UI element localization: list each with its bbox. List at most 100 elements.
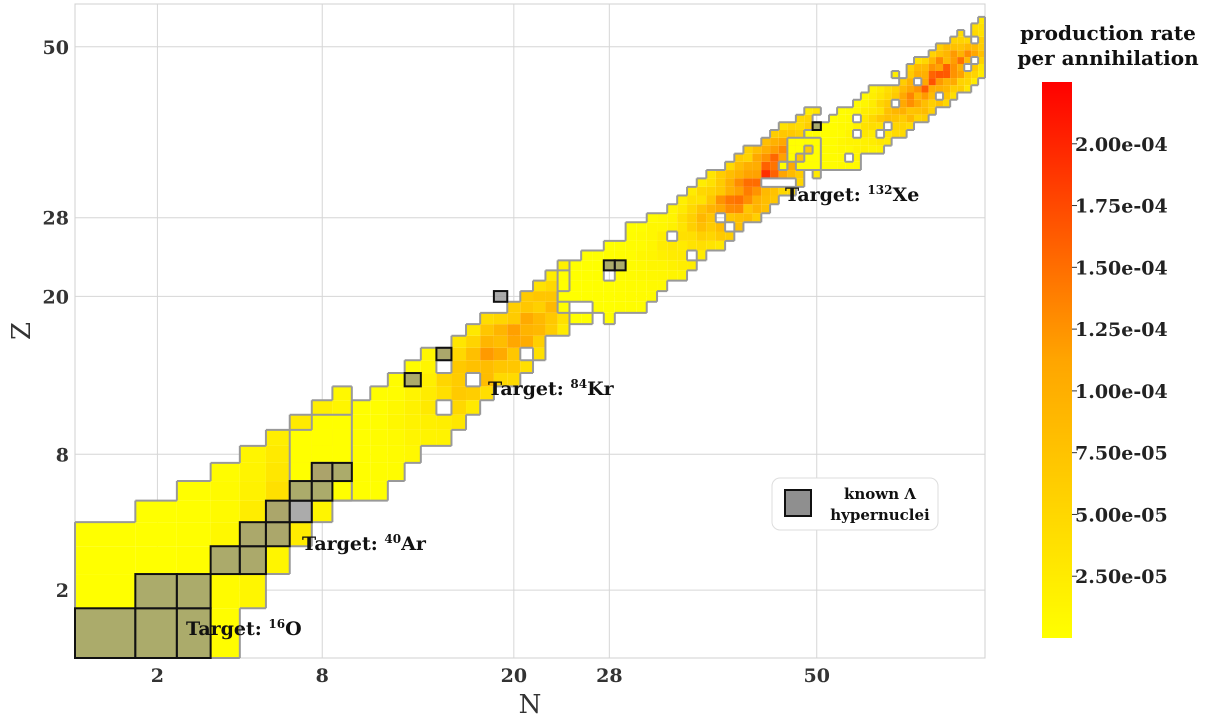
production-cell bbox=[860, 92, 869, 100]
production-cell bbox=[935, 57, 944, 64]
production-cell bbox=[845, 122, 854, 130]
production-cell bbox=[75, 546, 136, 575]
production-cell bbox=[853, 145, 861, 154]
production-cell bbox=[436, 386, 452, 401]
production-cell bbox=[404, 360, 421, 374]
production-cell bbox=[884, 137, 892, 146]
production-cell bbox=[943, 43, 951, 51]
production-cell bbox=[725, 231, 735, 241]
production-cell bbox=[752, 213, 762, 223]
production-cell bbox=[420, 347, 437, 361]
production-cell bbox=[210, 481, 240, 501]
production-cell bbox=[603, 312, 615, 325]
colorbar-tick-label: 1.00e-04 bbox=[1075, 381, 1168, 403]
hypernucleus-cell bbox=[175, 607, 212, 660]
production-cell bbox=[935, 43, 944, 51]
production-cell bbox=[928, 50, 936, 58]
region-outline bbox=[777, 15, 986, 172]
production-cell bbox=[696, 178, 707, 187]
production-cell bbox=[950, 92, 958, 100]
x-tick-label: 8 bbox=[316, 665, 329, 687]
production-cell bbox=[884, 85, 892, 93]
production-cell bbox=[210, 608, 240, 658]
production-cell bbox=[646, 270, 658, 281]
production-cell bbox=[636, 222, 647, 232]
target-element: O bbox=[285, 618, 302, 640]
production-cell bbox=[657, 270, 668, 281]
production-cell bbox=[696, 186, 707, 196]
production-cell bbox=[743, 161, 753, 171]
production-cell bbox=[646, 240, 658, 251]
production-cell bbox=[868, 85, 877, 93]
production-cell bbox=[581, 291, 593, 302]
production-cell bbox=[914, 99, 922, 108]
production-cell bbox=[971, 70, 979, 79]
production-cell bbox=[921, 92, 929, 100]
production-cell bbox=[860, 114, 869, 123]
production-cell bbox=[646, 291, 658, 302]
production-cell bbox=[876, 122, 885, 130]
production-cell bbox=[978, 50, 985, 58]
x-tick-label: 20 bbox=[501, 665, 527, 687]
production-cell bbox=[436, 429, 452, 446]
production-cell bbox=[677, 195, 688, 205]
hypernucleus-cell bbox=[238, 545, 267, 576]
production-cell bbox=[480, 386, 494, 401]
production-cell bbox=[480, 360, 494, 374]
production-cell bbox=[820, 161, 830, 171]
production-cell bbox=[906, 70, 915, 79]
production-cell bbox=[696, 195, 707, 205]
production-cell bbox=[778, 145, 788, 154]
production-cell bbox=[480, 324, 494, 336]
production-cell bbox=[351, 445, 371, 463]
production-cell bbox=[592, 250, 604, 261]
production-cell bbox=[370, 400, 388, 415]
production-cell bbox=[950, 57, 958, 64]
production-cell bbox=[795, 137, 805, 146]
production-cell bbox=[914, 92, 922, 100]
production-cell bbox=[507, 373, 521, 387]
production-cell bbox=[520, 335, 534, 348]
production-cell bbox=[466, 386, 481, 401]
production-cell bbox=[657, 260, 668, 271]
production-cell bbox=[569, 312, 582, 325]
production-cell bbox=[935, 78, 944, 86]
production-cell bbox=[451, 360, 467, 374]
production-cell bbox=[943, 50, 951, 58]
production-cell bbox=[868, 114, 877, 123]
production-cell bbox=[845, 137, 854, 146]
production-cell bbox=[804, 129, 813, 138]
production-cell bbox=[265, 445, 290, 463]
production-cell bbox=[646, 280, 658, 292]
production-cell bbox=[370, 481, 388, 501]
production-cell bbox=[557, 260, 570, 271]
production-cell bbox=[466, 400, 481, 415]
production-cell bbox=[625, 291, 637, 302]
production-cell bbox=[928, 57, 936, 64]
production-cell bbox=[884, 92, 892, 100]
production-cell bbox=[351, 414, 371, 430]
production-cell bbox=[603, 250, 615, 261]
production-cell bbox=[592, 280, 604, 292]
production-cell bbox=[921, 85, 929, 93]
production-cell bbox=[812, 137, 821, 146]
production-cell bbox=[770, 129, 779, 138]
production-cell bbox=[921, 114, 929, 123]
production-cell bbox=[581, 280, 593, 292]
production-cell bbox=[569, 270, 582, 281]
production-cell bbox=[950, 43, 958, 51]
production-cell bbox=[837, 122, 846, 130]
production-cell bbox=[943, 85, 951, 93]
production-cell bbox=[404, 445, 421, 463]
production-cell bbox=[696, 213, 707, 223]
legend-box bbox=[771, 477, 939, 531]
production-cell bbox=[770, 153, 779, 162]
production-cell bbox=[860, 107, 869, 115]
production-cell bbox=[734, 178, 744, 187]
production-cell bbox=[845, 161, 854, 171]
production-cell bbox=[752, 186, 762, 196]
production-cell bbox=[520, 360, 534, 374]
target-mass-number: 16 bbox=[268, 617, 285, 631]
production-cell bbox=[239, 574, 266, 609]
